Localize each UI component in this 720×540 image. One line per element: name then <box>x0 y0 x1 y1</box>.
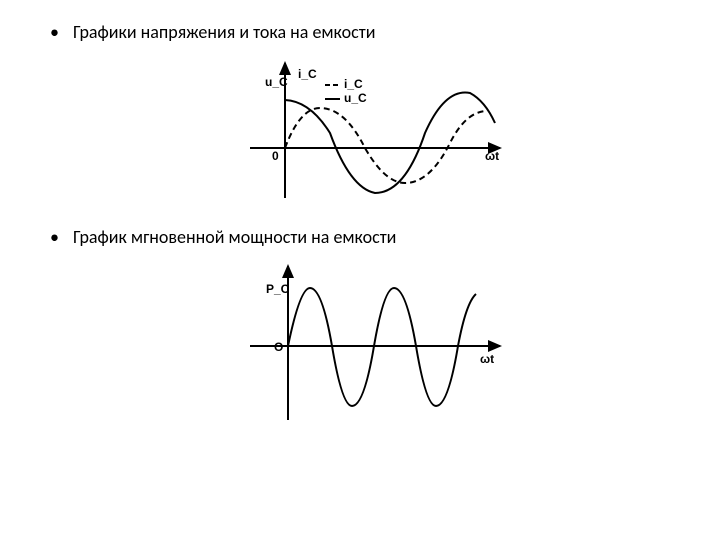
graph-1-wrap: 0 u_C i_C i_C u_C ωt <box>0 53 720 213</box>
bullet-item-2: • График мгновенной мощности на емкости <box>50 225 720 250</box>
bullet-marker: • <box>50 225 59 250</box>
bullet-item-1: • Графики напряжения и тока на емкости <box>50 20 720 45</box>
graph1-xlabel: ωt <box>485 149 499 163</box>
graph1-legend-dash: i_C <box>344 77 363 91</box>
bullet-text-2: График мгновенной мощности на емкости <box>73 225 396 250</box>
graph1-origin-label: 0 <box>272 149 279 163</box>
graph1-series1-label: i_C <box>298 67 317 81</box>
graph2-xlabel: ωt <box>480 352 494 366</box>
graph-power: O P_C ωt <box>210 258 510 428</box>
graph-voltage-current: 0 u_C i_C i_C u_C ωt <box>210 53 510 213</box>
graph-2-wrap: O P_C ωt <box>0 258 720 428</box>
graph1-ylabel: u_C <box>265 75 288 89</box>
graph-2-svg <box>210 258 510 428</box>
graph2-ylabel: P_C <box>266 282 289 296</box>
graph2-origin-label: O <box>274 340 283 354</box>
bullet-text-1: Графики напряжения и тока на емкости <box>73 20 375 45</box>
graph1-legend-solid: u_C <box>344 91 367 105</box>
bullet-marker: • <box>50 20 59 45</box>
